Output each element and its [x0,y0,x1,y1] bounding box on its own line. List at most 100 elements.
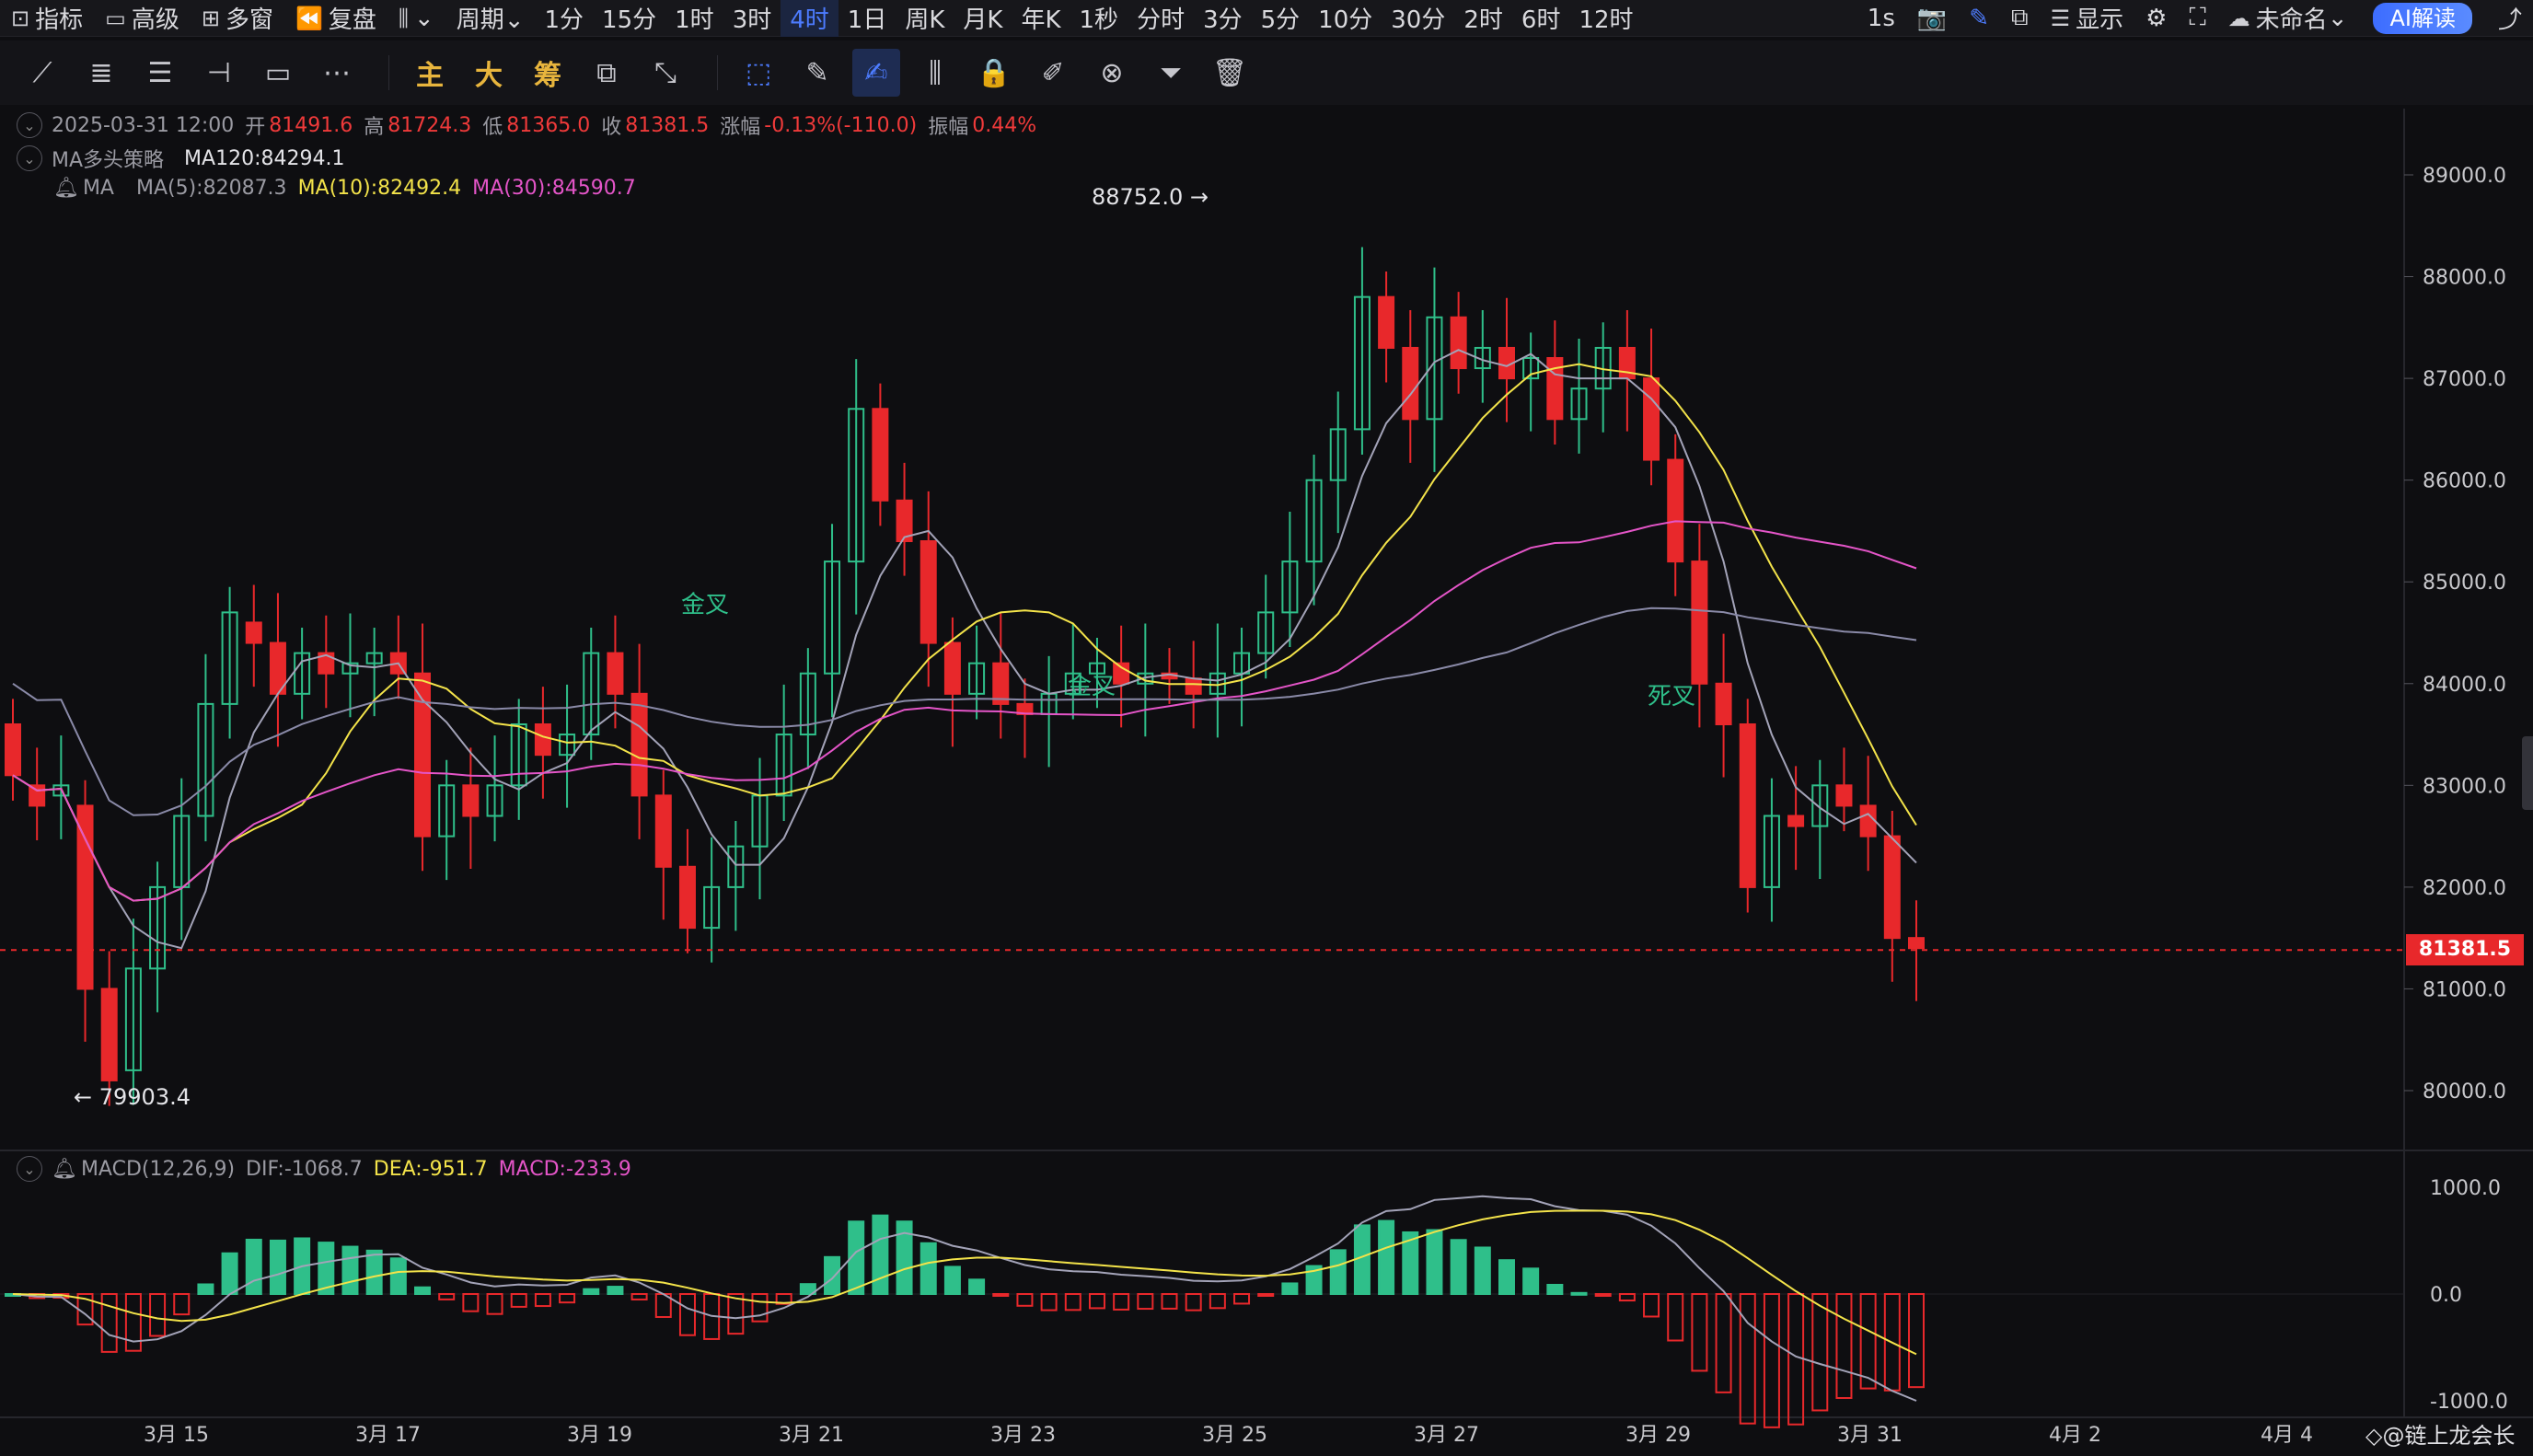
macd-bar [751,1293,769,1323]
snapshot-icon[interactable]: ⧉ [2011,4,2029,31]
bell-icon[interactable]: 🔔︎ [53,177,79,200]
magnet-icon[interactable]: ⊗ [1100,56,1124,89]
ai-analysis-button[interactable]: AI解读 [2373,2,2472,34]
period-tab-6[interactable]: 周K [905,6,945,34]
high-marker: 88752.0 → [1092,184,1209,210]
price-axis-label: 84000.0 [2423,674,2506,697]
candle-body [1908,937,1925,950]
text-tool-2[interactable]: 筹 [534,60,561,92]
candle-body [607,652,624,695]
macd-bar [1353,1224,1371,1296]
change-label: 涨幅 [720,116,761,139]
measure-tool-icon[interactable]: ⤡ [654,56,677,89]
macd-bar [486,1293,503,1315]
pen-icon[interactable]: ✎ [1969,4,1990,32]
candle-compare-icon[interactable]: ⫼ [929,56,942,89]
interval-button[interactable]: 1s [1867,4,1895,32]
advanced-button[interactable]: ▭ 高级 [105,5,179,35]
macd-bar [1474,1246,1491,1296]
candle-body [76,804,94,990]
change-value: -0.13%(-110.0) [764,113,918,137]
period-tab-15[interactable]: 2时 [1463,6,1503,34]
multiwindow-button[interactable]: ⊞ 多窗 [201,5,273,35]
bell-icon[interactable]: 🔔︎ [52,1157,77,1181]
candle-body [654,794,672,868]
dea-value: DEA:-951.7 [373,1157,488,1181]
candle-body [100,988,118,1081]
period-tab-1[interactable]: 15分 [602,6,657,34]
more-tools-icon[interactable]: ⋯ [323,56,351,89]
text-tool-0[interactable]: 主 [416,60,444,92]
period-tab-12[interactable]: 5分 [1260,6,1301,34]
candle-body [221,611,238,705]
period-dropdown[interactable]: 周期⌄ [456,6,525,34]
period-tab-8[interactable]: 年K [1021,6,1061,34]
period-tab-11[interactable]: 3分 [1203,6,1243,34]
date-label: 3月 23 [990,1424,1056,1447]
horizontal-lines-tool-icon[interactable]: ☰ [147,56,173,89]
settings-icon[interactable]: ⚙ [2146,4,2168,32]
macd-bar [197,1283,214,1295]
strategy-tool-icon[interactable]: ⧉ [596,56,617,89]
share-icon[interactable]: ⤴ [2497,6,2522,34]
rectangle-tool-icon[interactable]: ▭ [264,56,292,89]
period-tab-2[interactable]: 1时 [675,6,714,34]
candle-body [992,662,1010,705]
trendline-tool-icon[interactable]: ⟋ [32,56,52,89]
period-tab-13[interactable]: 10分 [1318,6,1373,34]
period-tab-3[interactable]: 3时 [732,6,772,34]
period-tab-16[interactable]: 6时 [1521,6,1561,34]
collapse-icon[interactable]: ⌄ [17,145,42,171]
candle-body [1739,723,1756,888]
period-tab-0[interactable]: 1分 [544,6,584,34]
period-tab-9[interactable]: 1秒 [1079,6,1119,34]
candle-body [341,662,359,675]
macd-bar [1667,1293,1684,1342]
period-tab-4[interactable]: 4时 [781,0,839,37]
candle-body [52,784,70,797]
macd-bar [414,1286,432,1296]
candle-body [1570,387,1588,421]
fullscreen-icon[interactable]: ⛶ [2189,4,2206,31]
draw-mode-icon[interactable]: ✍ [852,49,900,97]
period-tab-7[interactable]: 月K [963,6,1003,34]
period-tab-5[interactable]: 1日 [847,6,887,34]
candle-body [294,652,311,695]
candle-body [1691,560,1708,685]
collapse-icon[interactable]: ⌄ [17,1156,42,1182]
layout-dropdown[interactable]: ☁ 未命名 ⌄ [2227,4,2348,35]
candle-body [968,662,986,695]
display-button[interactable]: ☰ 显示 [2050,5,2124,35]
camera-icon[interactable]: 📷 [1916,4,1948,32]
horizontal-ray-tool-icon[interactable]: ⊣ [206,56,232,89]
macd-bar [1088,1293,1105,1310]
date-label: 4月 4 [2261,1424,2313,1447]
edit-icon[interactable]: ✐ [1041,56,1065,89]
macd-bar [992,1293,1010,1297]
collapse-icon[interactable]: ⌄ [17,112,42,138]
period-tab-10[interactable]: 分时 [1137,6,1186,34]
price-axis-label: 81000.0 [2423,978,2506,1001]
candle-body [1546,357,1564,421]
parallel-lines-tool-icon[interactable]: ≣ [89,56,113,89]
candle-type-button[interactable]: ⫼ ⌄ [398,4,434,32]
low-value: 81365.0 [506,113,591,137]
candle-body [896,499,913,542]
ruler-tool-icon[interactable]: ✎ [805,56,829,89]
text-tool-1[interactable]: 大 [475,60,503,92]
period-tab-14[interactable]: 30分 [1391,6,1446,34]
side-panel-handle[interactable] [2522,736,2533,810]
candle-body [1353,295,1371,431]
indicator-button[interactable]: ⊡ 指标 [11,5,84,35]
price-axis-label: 87000.0 [2423,368,2506,391]
current-price-tag: 81381.5 [2406,934,2524,965]
annotate-tool-icon[interactable]: ⬚ [745,56,772,89]
filter-icon[interactable]: ⏷ [1160,56,1182,89]
period-tab-17[interactable]: 12时 [1579,6,1634,34]
replay-button[interactable]: ⏪ 复盘 [295,5,376,35]
lock-icon[interactable]: 🔒 [977,56,1012,89]
delete-icon[interactable]: 🗑 [1211,56,1248,89]
candle-body [1185,677,1202,695]
macd-bar [799,1283,816,1296]
